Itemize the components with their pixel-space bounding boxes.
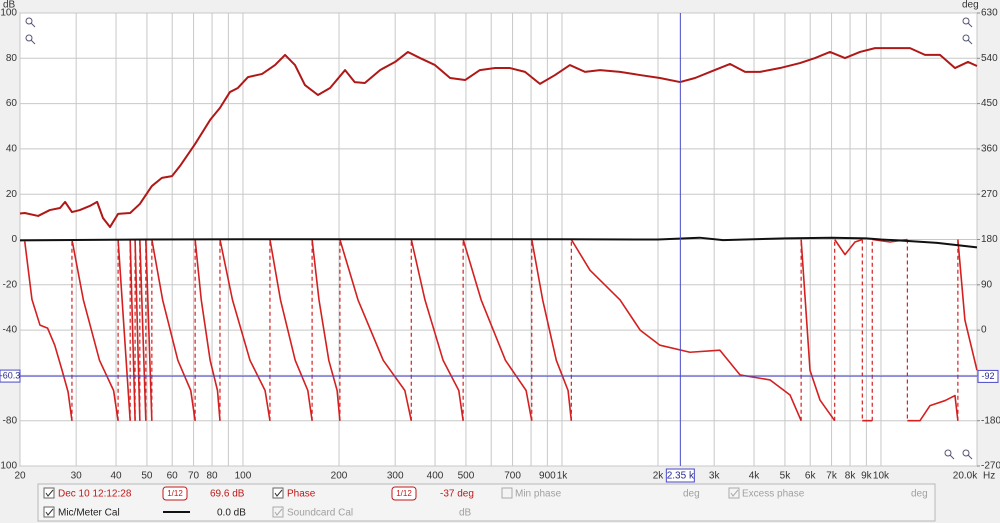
y-tick-label: 20 <box>6 189 18 200</box>
checkbox[interactable] <box>501 487 513 499</box>
y-tick-label: -40 <box>3 325 18 336</box>
series-line <box>23 238 978 422</box>
checkbox[interactable] <box>43 506 55 518</box>
x-tick-label: 80 <box>206 471 218 482</box>
readout: 69.6 dB <box>210 489 245 500</box>
legend-label: Excess phase <box>742 489 805 500</box>
y2-tick-label: 90 <box>981 279 993 290</box>
y2-tick-label: 0 <box>981 325 987 336</box>
cursor-y2-box <box>977 369 999 383</box>
legend-label: Dec 10 12:12:28 <box>58 489 132 500</box>
y-tick-label: 40 <box>6 144 18 155</box>
cursor-y2-label: -92 <box>981 371 994 381</box>
legend-label: Mic/Meter Cal <box>58 508 120 519</box>
legend: Dec 10 12:12:28 1/12 69.6 dB Phase 1/12 … <box>37 483 936 522</box>
x-tick-label: 5k <box>780 471 792 482</box>
y2-tick-label: 450 <box>981 98 998 109</box>
y-tick-label: 100 <box>0 8 17 19</box>
x-unit: Hz <box>983 471 995 482</box>
series-line <box>19 47 978 229</box>
x-tick-label: 1k <box>557 471 569 482</box>
y-tick-label: -80 <box>3 415 18 426</box>
y-tick-label: 60 <box>6 98 18 109</box>
data <box>19 47 978 422</box>
x-tick-label: 9k <box>861 471 873 482</box>
y2-tick-label: 360 <box>981 144 998 155</box>
legend-label: Min phase <box>515 489 562 500</box>
x-tick-label: 3k <box>709 471 721 482</box>
x-tick-label: 100 <box>235 471 252 482</box>
checkbox[interactable] <box>272 506 284 518</box>
y-tick-label: 80 <box>6 53 18 64</box>
smoothing: 1/12 <box>396 489 412 498</box>
unit: dB <box>459 508 472 519</box>
checkbox[interactable] <box>43 487 55 499</box>
x-tick-label: 30 <box>71 471 83 482</box>
legend-label: Soundcard Cal <box>287 508 353 519</box>
readout: -37 deg <box>440 489 474 500</box>
checkbox[interactable] <box>728 487 740 499</box>
x-tick-label: 2k <box>653 471 665 482</box>
x-tick-label: 300 <box>387 471 404 482</box>
y2-tick-label: -180 <box>981 415 1000 426</box>
cursor-y-label: -60.3 <box>0 370 20 380</box>
x-tick-label: 500 <box>458 471 475 482</box>
x-tick-label: 70 <box>188 471 200 482</box>
x-tick-label: 6k <box>805 471 817 482</box>
y2-tick-label: 630 <box>981 8 998 19</box>
x-tick-label: 7k <box>826 471 838 482</box>
cursor-y-box <box>0 369 21 383</box>
x-tick-label: 40 <box>110 471 122 482</box>
y2-tick-label: -270 <box>981 461 1000 472</box>
x-tick-label: 50 <box>141 471 153 482</box>
x-tick-label: 20.0k <box>953 471 978 482</box>
y2-tick-label: 180 <box>981 234 998 245</box>
smoothing: 1/12 <box>167 489 183 498</box>
y2-tick-label: 540 <box>981 53 998 64</box>
y-tick-label: -100 <box>0 461 17 472</box>
readout: 0.0 dB <box>217 508 246 519</box>
x-tick-label: 10k <box>873 471 890 482</box>
smoothing-button[interactable] <box>391 486 417 501</box>
cursor-x-label: 2.35 k <box>667 471 695 482</box>
unit: deg <box>683 489 700 500</box>
x-tick-label: 900 <box>539 471 556 482</box>
series-line <box>19 236 978 249</box>
y2-unit: deg <box>962 0 979 11</box>
smoothing-button[interactable] <box>162 486 188 501</box>
legend-label: Phase <box>287 489 316 500</box>
checkbox[interactable] <box>272 487 284 499</box>
x-tick-label: 8k <box>845 471 857 482</box>
y-unit: dB <box>3 0 16 11</box>
x-tick-label: 400 <box>427 471 444 482</box>
x-tick-label: 200 <box>331 471 348 482</box>
y-tick-label: 0 <box>11 234 17 245</box>
cursor-x-box <box>665 468 695 483</box>
x-tick-label: 4k <box>749 471 761 482</box>
unit: deg <box>911 489 928 500</box>
x-tick-label: 700 <box>504 471 521 482</box>
zoom-icons[interactable] <box>25 17 973 460</box>
y-tick-label: -20 <box>3 279 18 290</box>
x-tick-label: 60 <box>167 471 179 482</box>
y2-tick-label: 270 <box>981 189 998 200</box>
x-tick-label: 20 <box>14 471 26 482</box>
